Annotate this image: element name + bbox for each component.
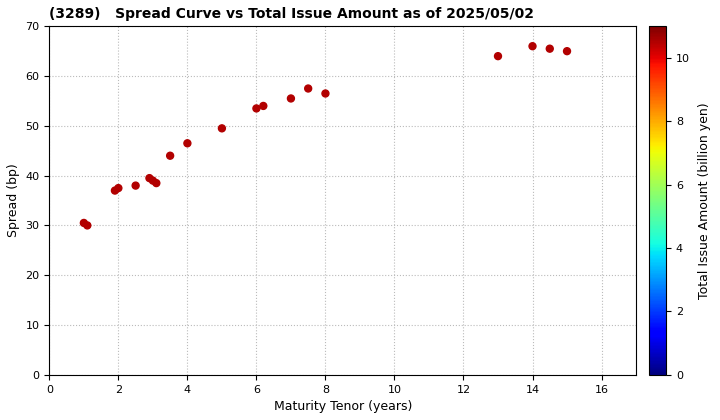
Point <box>302 85 314 92</box>
Point <box>544 45 556 52</box>
Point <box>150 180 162 186</box>
Point <box>492 53 504 60</box>
X-axis label: Maturity Tenor (years): Maturity Tenor (years) <box>274 400 412 413</box>
Point <box>216 125 228 132</box>
Point <box>527 43 539 50</box>
Point <box>147 177 158 184</box>
Point <box>251 105 262 112</box>
Point <box>78 220 89 226</box>
Y-axis label: Total Issue Amount (billion yen): Total Issue Amount (billion yen) <box>698 102 711 299</box>
Point <box>285 95 297 102</box>
Point <box>112 185 124 192</box>
Point <box>109 187 121 194</box>
Point <box>181 140 193 147</box>
Point <box>130 182 141 189</box>
Point <box>81 222 93 229</box>
Point <box>320 90 331 97</box>
Point <box>258 102 269 109</box>
Point <box>164 152 176 159</box>
Point <box>562 48 573 55</box>
Point <box>144 175 156 181</box>
Y-axis label: Spread (bp): Spread (bp) <box>7 164 20 237</box>
Text: (3289)   Spread Curve vs Total Issue Amount as of 2025/05/02: (3289) Spread Curve vs Total Issue Amoun… <box>50 7 534 21</box>
